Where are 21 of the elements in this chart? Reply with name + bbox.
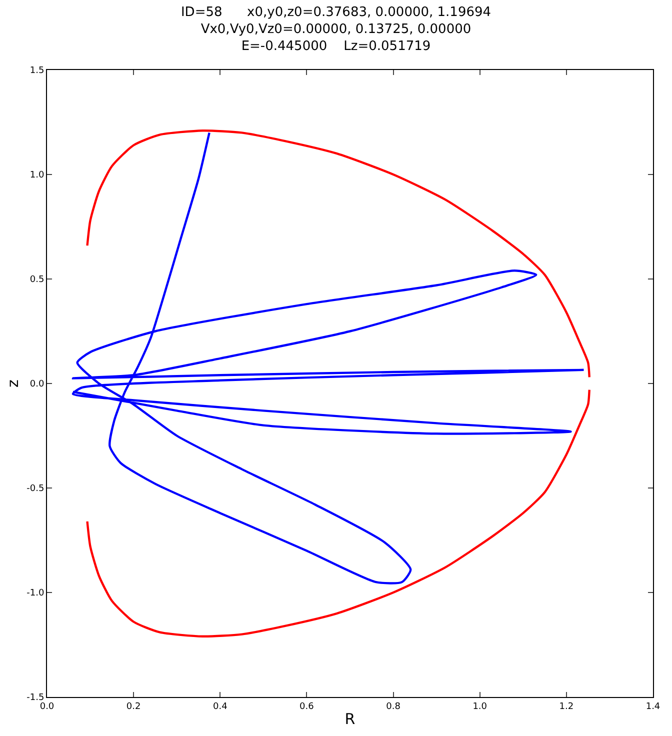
y-tick-label: -0.5 [26,484,44,494]
x-tick-label: 0.0 [40,702,54,712]
y-tick-label: 1.0 [30,170,44,181]
x-tick-label: 1.2 [559,702,574,712]
x-tick-label: 0.2 [126,702,141,712]
x-tick-label: 0.4 [212,702,228,712]
line-series [86,388,590,638]
x-tick-label: 1.4 [646,702,660,712]
x-tick-label: 1.0 [472,702,488,712]
y-tick-label: 0.5 [30,275,44,286]
line-series [72,132,585,584]
x-tick-label: 0.6 [300,702,314,712]
y-axis-title: z [4,379,22,388]
x-axis-title: R [344,710,356,728]
line-series [86,130,590,378]
y-tick-label: -1.5 [26,693,44,704]
chart-title: ID=58 x0,y0,z0=0.37683, 0.00000, 1.19694 Vx0,Vy0,Vz0=0.00000, 0.13725, 0.00000 E=-0.445000 Lz=0.051719 [180,5,492,54]
y-tick-label: 0.0 [30,380,44,390]
x-tick-label: 0.8 [386,702,401,712]
y-tick-label: 1.5 [30,66,44,76]
y-tick-label: -1.0 [26,588,44,599]
